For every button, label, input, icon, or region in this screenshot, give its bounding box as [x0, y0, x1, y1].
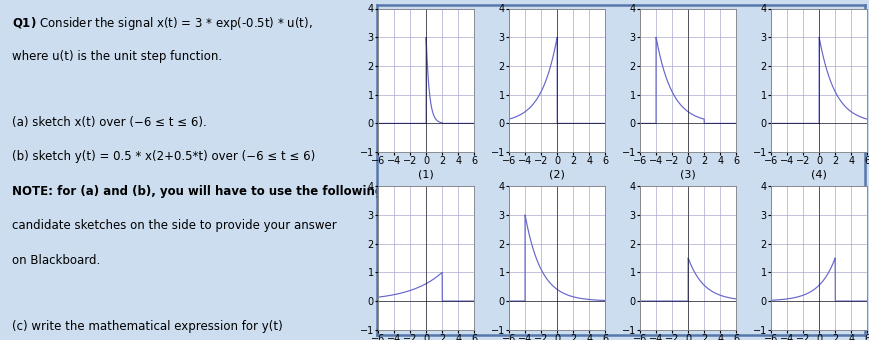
- X-axis label: (1): (1): [418, 169, 434, 179]
- Text: (a) sketch x(t) over (−6 ≤ t ≤ 6).: (a) sketch x(t) over (−6 ≤ t ≤ 6).: [11, 116, 207, 129]
- Text: candidate sketches on the side to provide your answer: candidate sketches on the side to provid…: [11, 220, 336, 233]
- X-axis label: (4): (4): [811, 169, 827, 179]
- Text: (c) write the mathematical expression for y(t): (c) write the mathematical expression fo…: [11, 320, 282, 333]
- Text: NOTE: for (a) and (b), you will have to use the following: NOTE: for (a) and (b), you will have to …: [11, 185, 383, 198]
- Text: $\mathbf{Q1)}$ Consider the signal x(t) = 3 * exp(-0.5t) * u(t),: $\mathbf{Q1)}$ Consider the signal x(t) …: [11, 15, 312, 32]
- X-axis label: (3): (3): [680, 169, 696, 179]
- Text: where u(t) is the unit step function.: where u(t) is the unit step function.: [11, 50, 222, 63]
- Text: on Blackboard.: on Blackboard.: [11, 254, 100, 267]
- X-axis label: (2): (2): [549, 169, 565, 179]
- Text: (b) sketch y(t) = 0.5 * x(2+0.5*t) over (−6 ≤ t ≤ 6): (b) sketch y(t) = 0.5 * x(2+0.5*t) over …: [11, 150, 315, 163]
